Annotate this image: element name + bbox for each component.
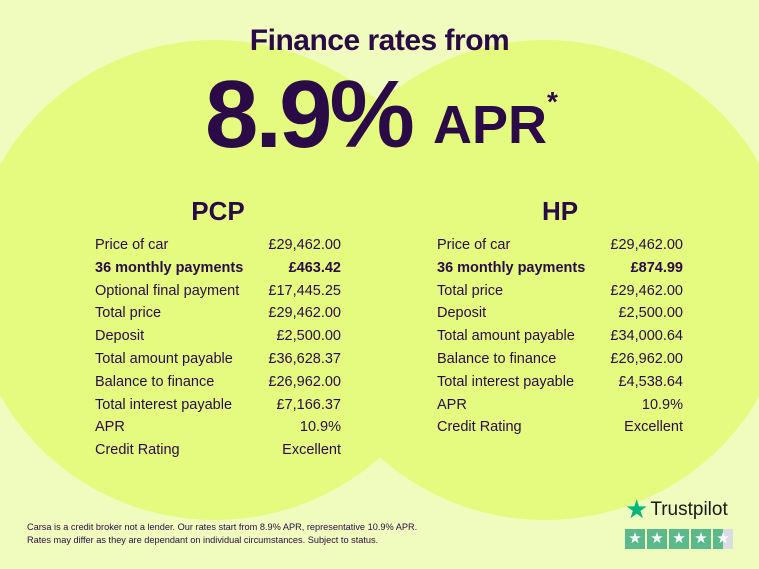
row-value: £17,445.25 xyxy=(268,282,341,299)
headline: Finance rates from xyxy=(249,24,510,57)
table-row: Total amount payable £36,628.37 xyxy=(95,351,341,374)
row-value: £2,500.00 xyxy=(276,328,341,345)
star-icon: ★ xyxy=(625,494,649,524)
row-label: Total price xyxy=(95,305,162,322)
hp-title: HP xyxy=(541,196,579,226)
row-label: Total price xyxy=(437,282,504,299)
row-label: Total interest payable xyxy=(437,373,575,390)
row-label: Deposit xyxy=(95,328,145,345)
row-value: £29,462.00 xyxy=(610,237,683,253)
row-value: Excellent xyxy=(624,419,683,436)
table-row: Total interest payable £7,166.37 xyxy=(95,397,341,420)
row-value: £2,500.00 xyxy=(618,305,683,322)
row-value: £29,462.00 xyxy=(610,282,683,299)
trustpilot-badge[interactable]: ★ Trustpilot ★ ★ ★ ★ ★ xyxy=(625,494,733,549)
table-row: Total amount payable £34,000.64 xyxy=(437,328,683,351)
pcp-title: PCP xyxy=(191,196,245,226)
row-value: £29,462.00 xyxy=(268,305,341,322)
disclaimer: Carsa is a credit broker not a lender. O… xyxy=(27,522,418,545)
row-value: £36,628.37 xyxy=(268,350,341,367)
table-row: Credit Rating Excellent xyxy=(95,442,341,465)
row-label: Price of car xyxy=(437,237,511,253)
row-value: £26,962.00 xyxy=(268,373,341,390)
row-value: £26,962.00 xyxy=(610,350,683,367)
table-row: Optional final payment £17,445.25 xyxy=(95,283,341,306)
row-label: Total amount payable xyxy=(437,328,575,345)
table-row: Total price £29,462.00 xyxy=(437,283,683,306)
row-label: Credit Rating xyxy=(437,419,522,436)
row-label: APR xyxy=(437,396,467,413)
table-row: Deposit £2,500.00 xyxy=(95,328,341,351)
row-value: £4,538.64 xyxy=(618,373,683,390)
table-row: Total interest payable £4,538.64 xyxy=(437,374,683,397)
row-label: 36 monthly payments xyxy=(95,259,244,276)
row-value: £463.42 xyxy=(288,259,341,276)
star-icon: ★ xyxy=(625,529,645,549)
table-row: Deposit £2,500.00 xyxy=(437,305,683,328)
row-value: £29,462.00 xyxy=(268,237,341,253)
star-icon: ★ xyxy=(647,529,667,549)
table-row: Credit Rating Excellent xyxy=(437,419,683,442)
table-row: APR 10.9% xyxy=(437,397,683,420)
table-row: APR 10.9% xyxy=(95,419,341,442)
row-value: £874.99 xyxy=(630,259,683,276)
row-label: 36 monthly payments xyxy=(437,259,586,276)
pcp-table: PCP Price of car £29,462.00 36 monthly paym… xyxy=(95,196,341,465)
row-label: Optional final payment xyxy=(95,282,240,299)
row-label: Price of car xyxy=(95,237,169,253)
rating-stars: ★ ★ ★ ★ ★ xyxy=(625,529,733,549)
row-value: 10.9% xyxy=(641,396,683,413)
rate-value: 8.9% xyxy=(205,61,415,168)
hp-table: HP Price of car £29,462.00 36 monthly payme… xyxy=(437,196,683,442)
table-row: Price of car £29,462.00 xyxy=(95,237,341,260)
row-label: Deposit xyxy=(437,305,487,322)
table-row: Balance to finance £26,962.00 xyxy=(95,374,341,397)
row-label: Total interest payable xyxy=(95,396,233,413)
row-value: 10.9% xyxy=(299,419,341,436)
decorative-circle-right xyxy=(300,40,759,520)
row-label: Credit Rating xyxy=(95,442,180,459)
apr-label: APR* xyxy=(433,86,558,155)
table-row: 36 monthly payments £463.42 xyxy=(95,260,341,283)
row-label: Balance to finance xyxy=(437,350,557,367)
table-row: Price of car £29,462.00 xyxy=(437,237,683,260)
row-value: £7,166.37 xyxy=(276,396,341,413)
row-label: APR xyxy=(95,419,125,436)
star-icon: ★ xyxy=(691,529,711,549)
table-row: Total price £29,462.00 xyxy=(95,305,341,328)
row-label: Total amount payable xyxy=(95,350,233,367)
table-row: Balance to finance £26,962.00 xyxy=(437,351,683,374)
row-value: £34,000.64 xyxy=(610,328,683,345)
half-star-icon: ★ xyxy=(713,529,733,549)
row-label: Balance to finance xyxy=(95,373,215,390)
table-row: 36 monthly payments £874.99 xyxy=(437,260,683,283)
star-icon: ★ xyxy=(669,529,689,549)
row-value: Excellent xyxy=(282,442,341,459)
